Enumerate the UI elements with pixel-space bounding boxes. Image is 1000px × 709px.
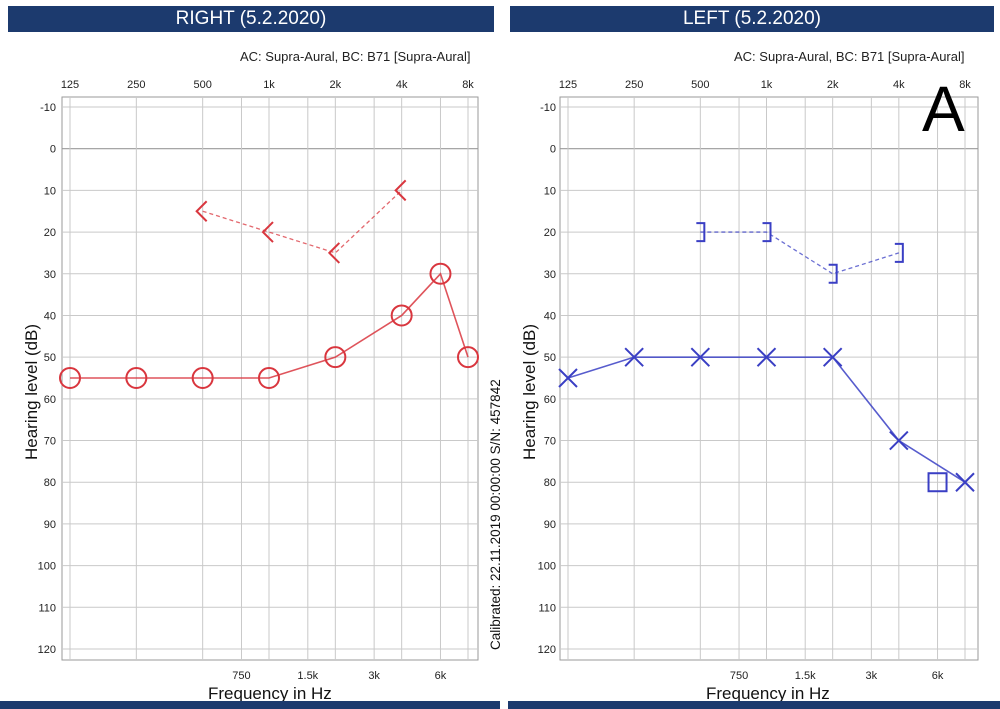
right-bottom-tick-label: 6k	[435, 670, 447, 682]
right-ytick-label: 120	[38, 644, 56, 656]
right-series-1-marker-bc-right	[327, 242, 341, 264]
right-ytick-label: -10	[40, 102, 56, 114]
right-ytick-label: 30	[44, 269, 56, 281]
left-ytick-label: 90	[544, 519, 556, 531]
right-series-0-marker-circle	[191, 367, 214, 389]
right-series-0-marker-circle	[429, 262, 452, 285]
left-bottom-tick-label: 750	[730, 670, 748, 682]
left-device-label: AC: Supra-Aural, BC: B71 [Supra-Aural]	[734, 49, 965, 64]
right-top-tick-label: 500	[193, 79, 211, 91]
left-ytick-label: 50	[544, 352, 556, 364]
left-series-0-marker-cross	[889, 430, 909, 451]
right-series-0-marker-circle	[59, 367, 81, 389]
left-series-0-marker-cross	[955, 472, 975, 492]
right-top-tick-label: 4k	[396, 79, 408, 91]
calibration-text: Calibrated: 22.11.2019 00:00:00 S/N: 457…	[488, 379, 503, 650]
left-ytick-label: 10	[544, 185, 556, 197]
right-series-1-marker-bc-right	[195, 200, 208, 222]
right-ear-title: RIGHT (5.2.2020)	[8, 6, 494, 32]
right-y-axis-label: Hearing level (dB)	[22, 323, 41, 460]
left-ytick-label: 80	[544, 477, 556, 489]
left-ytick-label: 20	[544, 227, 556, 239]
right-top-tick-label: 1k	[263, 79, 275, 91]
left-ytick-label: 70	[544, 436, 556, 448]
right-series-0-marker-circle	[125, 367, 148, 389]
right-series-1-marker-bc-right	[261, 221, 274, 243]
right-ytick-label: 60	[44, 394, 56, 406]
right-ytick-label: 50	[44, 352, 56, 364]
left-y-axis-label: Hearing level (dB)	[520, 323, 539, 460]
left-series-0-marker-cross	[624, 347, 644, 367]
right-ytick-label: 70	[44, 436, 56, 448]
right-series-1-marker-bc-right	[394, 179, 407, 202]
left-top-tick-label: 4k	[893, 79, 905, 91]
right-series-0-marker-circle	[324, 346, 347, 369]
left-series-2-marker-bc-left	[696, 222, 706, 243]
left-ytick-label: 60	[544, 394, 556, 406]
right-series-0-marker-circle	[390, 304, 413, 327]
right-top-tick-label: 2k	[330, 79, 342, 91]
right-ytick-label: 80	[44, 477, 56, 489]
right-series-1-line	[202, 189, 403, 254]
right-x-axis-label: Frequency in Hz	[208, 684, 332, 703]
left-ytick-label: 40	[544, 310, 556, 322]
bottom-bar-right	[0, 701, 500, 709]
right-top-tick-label: 8k	[462, 79, 474, 91]
left-ytick-label: 120	[538, 644, 556, 656]
left-top-tick-label: 1k	[761, 79, 773, 91]
right-ytick-label: 110	[38, 602, 56, 614]
left-ytick-label: 30	[544, 269, 556, 281]
left-ytick-label: -10	[540, 102, 556, 114]
left-bottom-tick-label: 6k	[932, 670, 944, 682]
right-series-0-marker-circle	[457, 346, 479, 369]
right-top-tick-label: 250	[127, 79, 145, 91]
right-bottom-tick-label: 3k	[368, 670, 380, 682]
left-series-1-marker-square	[927, 472, 948, 493]
left-series-2-line	[700, 231, 900, 275]
bottom-bar-left	[508, 701, 1000, 709]
right-ytick-label: 0	[50, 144, 56, 156]
left-ear-title: LEFT (5.2.2020)	[510, 6, 994, 32]
right-ytick-label: 100	[38, 561, 56, 573]
left-top-tick-label: 250	[625, 79, 643, 91]
left-x-axis-label: Frequency in Hz	[706, 684, 830, 703]
left-top-tick-label: 500	[691, 79, 709, 91]
right-ytick-label: 90	[44, 519, 56, 531]
right-ytick-label: 10	[44, 185, 56, 197]
left-top-tick-label: 125	[559, 79, 577, 91]
left-series-2-marker-bc-left	[894, 242, 904, 263]
left-ytick-label: 0	[550, 144, 556, 156]
left-series-0-marker-cross	[558, 368, 578, 388]
right-bottom-tick-label: 750	[232, 670, 250, 682]
right-series-0-marker-circle	[258, 367, 280, 389]
right-plot-frame	[61, 96, 479, 661]
left-top-tick-label: 8k	[959, 79, 971, 91]
left-ytick-label: 100	[538, 561, 556, 573]
left-top-tick-label: 2k	[827, 79, 839, 91]
right-device-label: AC: Supra-Aural, BC: B71 [Supra-Aural]	[240, 49, 471, 64]
right-ytick-label: 40	[44, 310, 56, 322]
left-ytick-label: 110	[538, 602, 556, 614]
left-bottom-tick-label: 3k	[866, 670, 878, 682]
left-plot-frame	[559, 96, 979, 661]
panel-letter: A	[922, 73, 965, 145]
left-bottom-tick-label: 1.5k	[795, 670, 816, 682]
right-bottom-tick-label: 1.5k	[297, 670, 318, 682]
left-series-0-marker-cross	[756, 347, 777, 367]
left-series-0-marker-cross	[822, 347, 843, 367]
left-series-2-marker-bc-left	[828, 263, 838, 284]
right-top-tick-label: 125	[61, 79, 79, 91]
right-ytick-label: 20	[44, 227, 56, 239]
left-series-2-marker-bc-left	[762, 222, 772, 243]
left-series-0-marker-cross	[690, 347, 711, 367]
